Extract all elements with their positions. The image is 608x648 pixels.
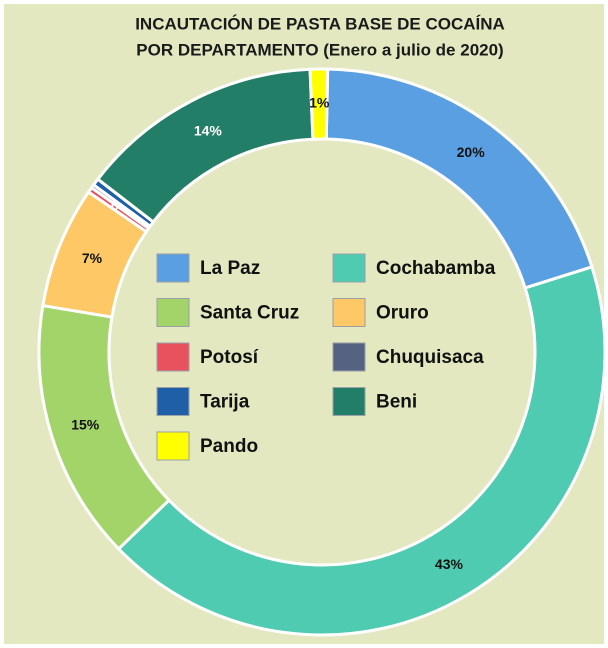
slice — [116, 265, 607, 637]
legend-swatch — [156, 342, 190, 372]
slice — [308, 67, 330, 141]
legend-label: Tarija — [200, 392, 250, 413]
legend-label: Oruro — [376, 303, 429, 324]
chart-title: INCAUTACIÓN DE PASTA BASE DE COCAÍNA — [135, 14, 505, 33]
data-label: 43% — [435, 556, 464, 572]
legend-label: Cochabamba — [376, 258, 496, 279]
legend-swatch — [156, 298, 190, 327]
chart-title: POR DEPARTAMENTO (Enero a julio de 2020) — [136, 40, 503, 59]
data-label: 1% — [309, 95, 330, 111]
legend-swatch — [332, 387, 366, 416]
legend-swatch — [332, 342, 366, 372]
data-label: 14% — [194, 123, 223, 139]
legend-label: Pando — [200, 436, 258, 457]
legend-label: Beni — [376, 392, 417, 413]
legend-swatch — [332, 298, 366, 327]
legend-swatch — [332, 253, 366, 283]
legend-swatch — [156, 253, 190, 283]
legend-label: Santa Cruz — [200, 303, 299, 324]
legend-swatch — [156, 431, 190, 461]
data-label: 15% — [71, 417, 100, 433]
legend-label: Chuquisaca — [376, 347, 484, 368]
data-label: 20% — [457, 144, 486, 160]
data-label: 7% — [82, 250, 103, 266]
legend-label: Potosí — [200, 347, 259, 368]
legend-label: La Paz — [200, 258, 260, 279]
legend-swatch — [156, 387, 190, 416]
